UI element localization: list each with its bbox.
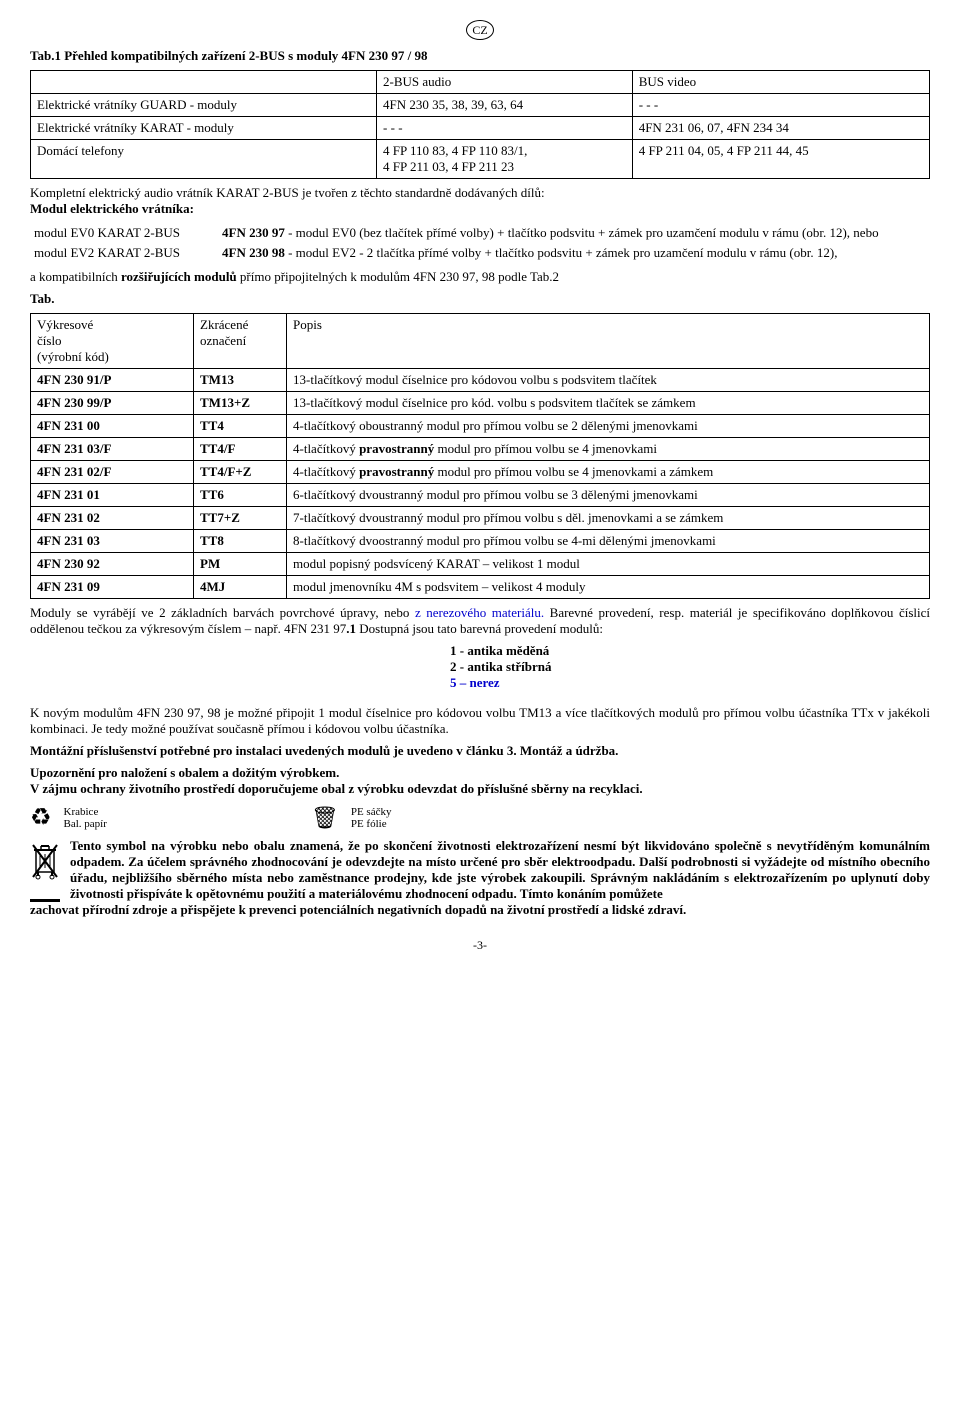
t2-r1c0: 4FN 230 99/P: [31, 392, 194, 415]
t2-r7c1: TT8: [194, 530, 287, 553]
table1-r1c2: 4FN 231 06, 07, 4FN 234 34: [632, 117, 929, 140]
t2-r3c0: 4FN 231 03/F: [31, 438, 194, 461]
p1blue: z nerezového materiálu.: [415, 605, 544, 620]
t2-r3c2: 4-tlačítkový pravostranný modul pro přím…: [287, 438, 930, 461]
p1c: Dostupná jsou tato barevná provedení mod…: [356, 621, 603, 636]
table1-r2c0: Domácí telefony: [31, 140, 377, 179]
color-5: 5 – nerez: [450, 675, 930, 691]
recycle-left: Krabice Bal. papír: [64, 806, 107, 830]
table1-r1c1: - - -: [377, 117, 633, 140]
title: Tab.1 Přehled kompatibilných zařízení 2-…: [30, 48, 930, 64]
t2-r4c0: 4FN 231 02/F: [31, 461, 194, 484]
page-number: -3-: [30, 938, 930, 953]
table1-h0: [31, 71, 377, 94]
t2-r1c2: 13-tlačítkový modul číselnice pro kód. v…: [287, 392, 930, 415]
recycle-icon: ♻: [30, 803, 52, 832]
t2-r5c2: 6-tlačítkový dvoustranný modul pro přímo…: [287, 484, 930, 507]
param-k0: modul EV0 KARAT 2-BUS: [30, 223, 218, 243]
t2-r2c1: TT4: [194, 415, 287, 438]
t2-r0c1: TM13: [194, 369, 287, 392]
recycle-row: ♻ Krabice Bal. papír 🗑 PE sáčky PE fólie: [30, 803, 930, 832]
intro-line2: Modul elektrického vrátníka:: [30, 201, 930, 217]
p1a: Moduly se vyrábějí ve 2 základních barvá…: [30, 605, 415, 620]
module-param-list: modul EV0 KARAT 2-BUS 4FN 230 97 - modul…: [30, 223, 930, 263]
t2-r6c2: 7-tlačítkový dvoustranný modul pro přímo…: [287, 507, 930, 530]
table1-h2: BUS video: [632, 71, 929, 94]
t2-r4c1: TT4/F+Z: [194, 461, 287, 484]
weee-text: Tento symbol na výrobku nebo obalu zname…: [70, 838, 930, 902]
table1-r0c1: 4FN 230 35, 38, 39, 63, 64: [377, 94, 633, 117]
param-v1: 4FN 230 98 - modul EV2 - 2 tlačítka přím…: [218, 243, 930, 263]
color-1: 1 - antika měděná: [450, 643, 930, 659]
t2-r0c2: 13-tlačítkový modul číselnice pro kódovo…: [287, 369, 930, 392]
t2-h0: Výkresovéčíslo(výrobní kód): [31, 314, 194, 369]
weee-icon: [30, 842, 60, 902]
color-2: 2 - antika stříbrná: [450, 659, 930, 675]
rec-r1: PE sáčky: [351, 806, 392, 818]
t2-r7c0: 4FN 231 03: [31, 530, 194, 553]
t2-r9c0: 4FN 231 09: [31, 576, 194, 599]
t2-r3c1: TT4/F: [194, 438, 287, 461]
color-list: 1 - antika měděná 2 - antika stříbrná 5 …: [450, 643, 930, 691]
table1-r0c2: - - -: [632, 94, 929, 117]
compat-table: 2-BUS audio BUS video Elektrické vrátník…: [30, 70, 930, 179]
intro-line3: a kompatibilních rozšiřujících modulů př…: [30, 269, 930, 285]
t2-r0c0: 4FN 230 91/P: [31, 369, 194, 392]
t2-r6c1: TT7+Z: [194, 507, 287, 530]
recycle-right: PE sáčky PE fólie: [351, 806, 392, 830]
t2-h2: Popis: [287, 314, 930, 369]
intro-line1: Kompletní elektrický audio vrátník KARAT…: [30, 185, 930, 201]
t2-r5c1: TT6: [194, 484, 287, 507]
t2-r8c2: modul popisný podsvícený KARAT – velikos…: [287, 553, 930, 576]
rec-l1: Krabice: [64, 806, 107, 818]
t2-h1: Zkrácenéoznačení: [194, 314, 287, 369]
t2-r1c1: TM13+Z: [194, 392, 287, 415]
t2-r5c0: 4FN 231 01: [31, 484, 194, 507]
p1bold: .1: [346, 621, 356, 636]
table1-r2c1: 4 FP 110 83, 4 FP 110 83/1, 4 FP 211 03,…: [377, 140, 633, 179]
t2-r4c2: 4-tlačítkový pravostranný modul pro přím…: [287, 461, 930, 484]
table1-h1: 2-BUS audio: [377, 71, 633, 94]
param-k1: modul EV2 KARAT 2-BUS: [30, 243, 218, 263]
bin-icon: 🗑: [311, 805, 339, 831]
language-badge: CZ: [30, 20, 930, 40]
param-v0: 4FN 230 97 - modul EV0 (bez tlačítek pří…: [218, 223, 930, 243]
colors-para: Moduly se vyrábějí ve 2 základních barvá…: [30, 605, 930, 637]
p-novym: K novým modulům 4FN 230 97, 98 je možné …: [30, 705, 930, 737]
rec-r2: PE fólie: [351, 818, 392, 830]
t2-r9c2: modul jmenovníku 4M s podsvitem – veliko…: [287, 576, 930, 599]
t2-r8c1: PM: [194, 553, 287, 576]
table1-r2c2: 4 FP 211 04, 05, 4 FP 211 44, 45: [632, 140, 929, 179]
rec-l2: Bal. papír: [64, 818, 107, 830]
t2-r2c0: 4FN 231 00: [31, 415, 194, 438]
t2-r9c1: 4MJ: [194, 576, 287, 599]
modules-table: Výkresovéčíslo(výrobní kód) Zkrácenéozna…: [30, 313, 930, 599]
upozorneni-line: V zájmu ochrany životního prostředí dopo…: [30, 781, 930, 797]
t2-r6c0: 4FN 231 02: [31, 507, 194, 530]
t2-r2c2: 4-tlačítkový oboustranný modul pro přímo…: [287, 415, 930, 438]
t2-r7c2: 8-tlačítkový dvoostranný modul pro přímo…: [287, 530, 930, 553]
tab-label: Tab.: [30, 291, 930, 307]
badge-text: CZ: [466, 20, 494, 40]
upozorneni-h: Upozornění pro naložení s obalem a dožit…: [30, 765, 930, 781]
t2-r8c0: 4FN 230 92: [31, 553, 194, 576]
p-montaz: Montážní příslušenství potřebné pro inst…: [30, 743, 930, 759]
weee-block: Tento symbol na výrobku nebo obalu zname…: [30, 838, 930, 902]
table1-r0c0: Elektrické vrátníky GUARD - moduly: [31, 94, 377, 117]
table1-r1c0: Elektrické vrátníky KARAT - moduly: [31, 117, 377, 140]
weee-tail: zachovat přírodní zdroje a přispějete k …: [30, 902, 930, 918]
